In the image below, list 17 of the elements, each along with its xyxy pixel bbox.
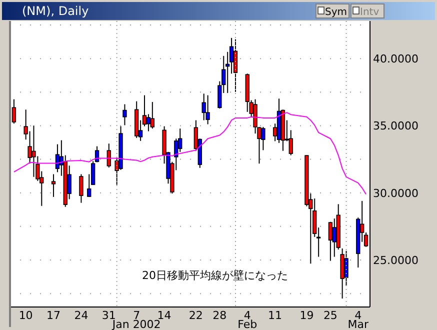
button: Intv: [350, 4, 384, 18]
y-tick-label: 40.0000: [373, 52, 418, 66]
x-tick-label: 28: [212, 309, 227, 322]
x-tick-label: 22: [188, 309, 203, 322]
button: Sym: [316, 4, 350, 18]
x-tick-label: 24: [74, 309, 88, 322]
y-tick-label: 25.0000: [373, 254, 418, 268]
x-tick-label: 11: [268, 309, 282, 322]
x-tick-label: 25: [323, 309, 338, 322]
x-tick-label: 17: [46, 309, 61, 322]
annotation: 20日移動平均線が壁になった: [142, 269, 288, 282]
x-tick-label: 10: [18, 309, 33, 322]
y-tick-label: 30.0000: [373, 186, 418, 200]
y-tick-label: 35.0000: [373, 120, 418, 133]
x-tick-label: 19: [300, 309, 314, 322]
annotation: Mar: [348, 318, 369, 330]
title: (NM), Daily: [22, 4, 89, 18]
